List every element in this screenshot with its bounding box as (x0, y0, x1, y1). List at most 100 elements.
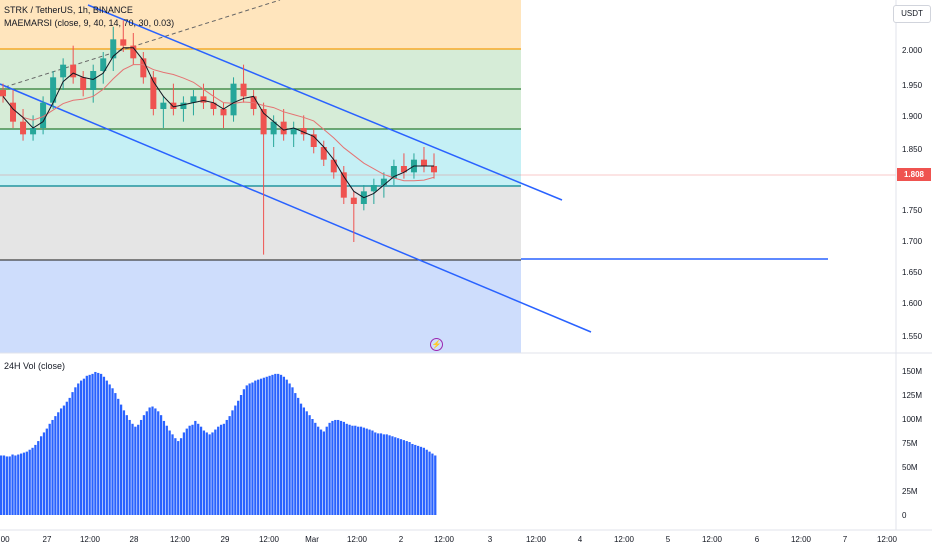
volume-bar (394, 437, 397, 515)
volume-bar (182, 432, 186, 515)
volume-axis-label: 125M (902, 391, 923, 400)
volume-bar (357, 426, 360, 515)
volume-bar (145, 411, 148, 515)
volume-bar (148, 407, 151, 515)
volume-bar (37, 441, 40, 515)
lightning-icon[interactable]: ⚡ (430, 338, 443, 351)
time-label: Mar (305, 535, 319, 544)
volume-bar (165, 425, 168, 515)
time-label: 27 (42, 535, 52, 544)
volume-bar (242, 389, 246, 515)
time-label: 12:00 (701, 535, 723, 544)
candle-body (30, 128, 37, 135)
volume-bar (71, 392, 74, 515)
volume-bar (299, 403, 303, 515)
time-label: :00 (0, 535, 10, 544)
volume-bar (111, 388, 114, 515)
price-label: 1.550 (902, 332, 923, 341)
volume-bar (331, 420, 334, 515)
volume-bar (268, 375, 271, 515)
time-label: 7 (842, 535, 848, 544)
volume-bar (311, 419, 314, 515)
volume-bar (251, 382, 254, 515)
volume-bar (194, 420, 197, 515)
zone-cyan (0, 129, 521, 186)
last-price-badge: 1.808 (897, 168, 931, 181)
volume-bar (305, 411, 308, 515)
symbol-title[interactable]: STRK / TetherUS, 1h, BINANCE (4, 5, 133, 15)
volume-bar (68, 397, 71, 515)
dashed-extension-line[interactable] (4, 0, 281, 88)
candle-body (270, 121, 277, 135)
volume-bar (262, 377, 266, 515)
volume-legend[interactable]: 24H Vol (close) (4, 361, 66, 371)
volume-bar (134, 426, 137, 515)
candle-body (340, 172, 347, 198)
volume-bar (339, 420, 343, 515)
volume-bar (434, 455, 437, 515)
volume-bar (151, 406, 154, 515)
volume-bar (428, 451, 431, 515)
volume-bar (65, 401, 68, 515)
volume-bar (317, 426, 320, 515)
volume-bar (257, 379, 260, 515)
volume-bar (191, 424, 194, 515)
volume-bar (402, 440, 405, 515)
candle-body (160, 102, 167, 109)
time-label: 2 (398, 535, 404, 544)
volume-bar (108, 384, 111, 515)
volume-bar (279, 374, 283, 515)
volume-bar (119, 404, 123, 515)
time-label: 12:00 (433, 535, 455, 544)
volume-bar (214, 429, 217, 515)
indicator-legend[interactable]: MAEMARSI (close, 9, 40, 14, 70, 30, 0.03… (4, 18, 175, 28)
candle-body (240, 83, 247, 97)
volume-bar (51, 419, 54, 515)
volume-bar (342, 421, 346, 515)
currency-button[interactable]: USDT (893, 5, 931, 23)
volume-bar (102, 376, 106, 515)
volume-bar (337, 419, 340, 515)
volume-bar (254, 380, 257, 515)
channel-lower-line[interactable] (0, 83, 592, 333)
time-label: 12:00 (346, 535, 368, 544)
volume-bar (385, 434, 388, 515)
volume-bar (308, 415, 311, 515)
volume-bar (48, 423, 51, 515)
volume-bar (54, 416, 57, 515)
volume-bar (128, 419, 131, 515)
volume-bar (399, 439, 403, 515)
candle-body (310, 134, 317, 147)
volume-bar (225, 419, 228, 515)
volume-bar (379, 433, 383, 515)
volume-bar (77, 383, 80, 515)
candle-body (80, 77, 87, 90)
volume-bar (74, 387, 77, 515)
volume-bar (162, 420, 166, 515)
candle-body (420, 159, 427, 166)
ma-fast-line (2, 47, 434, 199)
zone-blue (0, 260, 521, 353)
channel-upper-line[interactable] (87, 4, 563, 201)
volume-bar (282, 376, 286, 515)
volume-bar (2, 455, 6, 515)
zone-gray (0, 186, 521, 260)
candle-body (170, 102, 177, 109)
volume-bar (125, 415, 128, 515)
time-label: 28 (129, 535, 139, 544)
time-label: 5 (665, 535, 671, 544)
candle-body (110, 39, 117, 59)
candle-body (90, 71, 97, 90)
volume-bar (42, 432, 46, 515)
time-label: 12:00 (876, 535, 898, 544)
price-label: 1.700 (902, 237, 923, 246)
volume-bar (334, 419, 337, 515)
time-label: 29 (220, 535, 230, 544)
volume-bar (431, 453, 434, 515)
volume-bar (248, 383, 251, 515)
candle-body (220, 109, 227, 116)
candle-body (140, 58, 147, 78)
zone-orange (0, 0, 521, 49)
volume-bar (274, 373, 277, 515)
